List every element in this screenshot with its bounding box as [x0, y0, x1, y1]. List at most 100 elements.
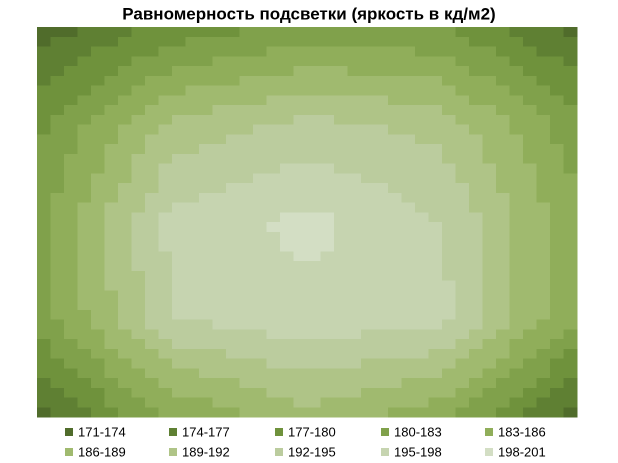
contour-cell: [91, 329, 106, 340]
contour-cell: [50, 183, 65, 194]
contour-cell: [320, 56, 335, 67]
contour-cell: [428, 329, 443, 340]
contour-cell: [118, 183, 133, 194]
contour-cell: [212, 192, 227, 204]
contour-cell: [185, 144, 200, 155]
contour-cell: [212, 134, 227, 145]
contour-cell: [536, 75, 551, 87]
contour-cell: [307, 290, 322, 301]
contour-cell: [118, 95, 133, 106]
contour-cell: [361, 378, 376, 389]
contour-cell: [536, 339, 551, 350]
contour-cell: [307, 280, 322, 291]
contour-cell: [64, 407, 79, 418]
contour-cell: [361, 75, 376, 87]
contour-cell: [388, 124, 403, 135]
contour-cell: [266, 368, 281, 379]
contour-cell: [415, 407, 430, 418]
contour-cell: [469, 183, 484, 194]
contour-cell: [37, 173, 52, 184]
contour-cell: [37, 251, 52, 262]
contour-cell: [185, 183, 200, 194]
legend-label: 198-201: [498, 444, 546, 459]
contour-cell: [469, 339, 484, 350]
contour-cell: [415, 212, 430, 223]
contour-cell: [91, 300, 106, 311]
contour-cell: [536, 46, 551, 57]
contour-cell: [266, 261, 281, 272]
contour-cell: [293, 183, 308, 194]
contour-cell: [550, 153, 565, 165]
contour-cell: [361, 251, 376, 262]
contour-cell: [212, 368, 227, 379]
contour-cell: [293, 222, 308, 233]
contour-cell: [509, 329, 524, 340]
contour-cell: [131, 192, 146, 204]
contour-cell: [307, 124, 322, 135]
contour-cell: [145, 319, 160, 330]
contour-cell: [428, 153, 443, 165]
contour-cell: [158, 144, 173, 155]
contour-cell: [563, 270, 578, 282]
contour-cell: [509, 368, 524, 379]
contour-cell: [563, 134, 578, 145]
contour-cell: [226, 251, 241, 262]
contour-cell: [77, 153, 92, 165]
contour-cell: [91, 173, 106, 184]
contour-cell: [509, 105, 524, 116]
contour-cell: [361, 329, 376, 340]
contour-cell: [293, 407, 308, 418]
contour-cell: [320, 153, 335, 165]
contour-cell: [37, 144, 52, 155]
contour-cell: [199, 387, 214, 399]
contour-cell: [401, 75, 416, 87]
contour-cell: [563, 251, 578, 262]
contour-cell: [145, 114, 160, 126]
contour-cell: [334, 212, 349, 223]
contour-cell: [226, 339, 241, 350]
contour-cell: [253, 85, 268, 96]
contour-cell: [172, 105, 187, 116]
contour-cell: [253, 212, 268, 223]
contour-cell: [199, 397, 214, 408]
contour-cell: [415, 319, 430, 330]
contour-cell: [91, 66, 106, 77]
contour-cell: [469, 192, 484, 204]
contour-cell: [523, 241, 538, 252]
contour-cell: [509, 280, 524, 291]
contour-cell: [550, 261, 565, 272]
contour-cell: [280, 114, 295, 126]
contour-cell: [347, 192, 362, 204]
contour-cell: [50, 368, 65, 379]
contour-cell: [388, 153, 403, 165]
contour-cell: [523, 114, 538, 126]
contour-cell: [91, 241, 106, 252]
contour-cell: [280, 124, 295, 135]
contour-cell: [293, 56, 308, 67]
contour-cell: [280, 378, 295, 389]
contour-cell: [131, 114, 146, 126]
contour-cell: [91, 309, 106, 321]
contour-cell: [536, 36, 551, 48]
contour-cell: [64, 46, 79, 57]
contour-cell: [226, 387, 241, 399]
contour-cell: [455, 407, 470, 418]
contour-cell: [104, 397, 119, 408]
contour-cell: [226, 329, 241, 340]
contour-cell: [145, 105, 160, 116]
contour-cell: [482, 397, 497, 408]
contour-cell: [374, 56, 389, 67]
contour-cell: [469, 348, 484, 360]
contour-cell: [496, 144, 511, 155]
contour-cell: [415, 95, 430, 106]
contour-cell: [104, 173, 119, 184]
contour-cell: [158, 397, 173, 408]
contour-cell: [145, 124, 160, 135]
contour-cell: [523, 95, 538, 106]
contour-cell: [293, 36, 308, 48]
contour-cell: [266, 85, 281, 96]
contour-cell: [536, 261, 551, 272]
contour-cell: [536, 368, 551, 379]
contour-cell: [253, 358, 268, 369]
contour-cell: [442, 358, 457, 369]
